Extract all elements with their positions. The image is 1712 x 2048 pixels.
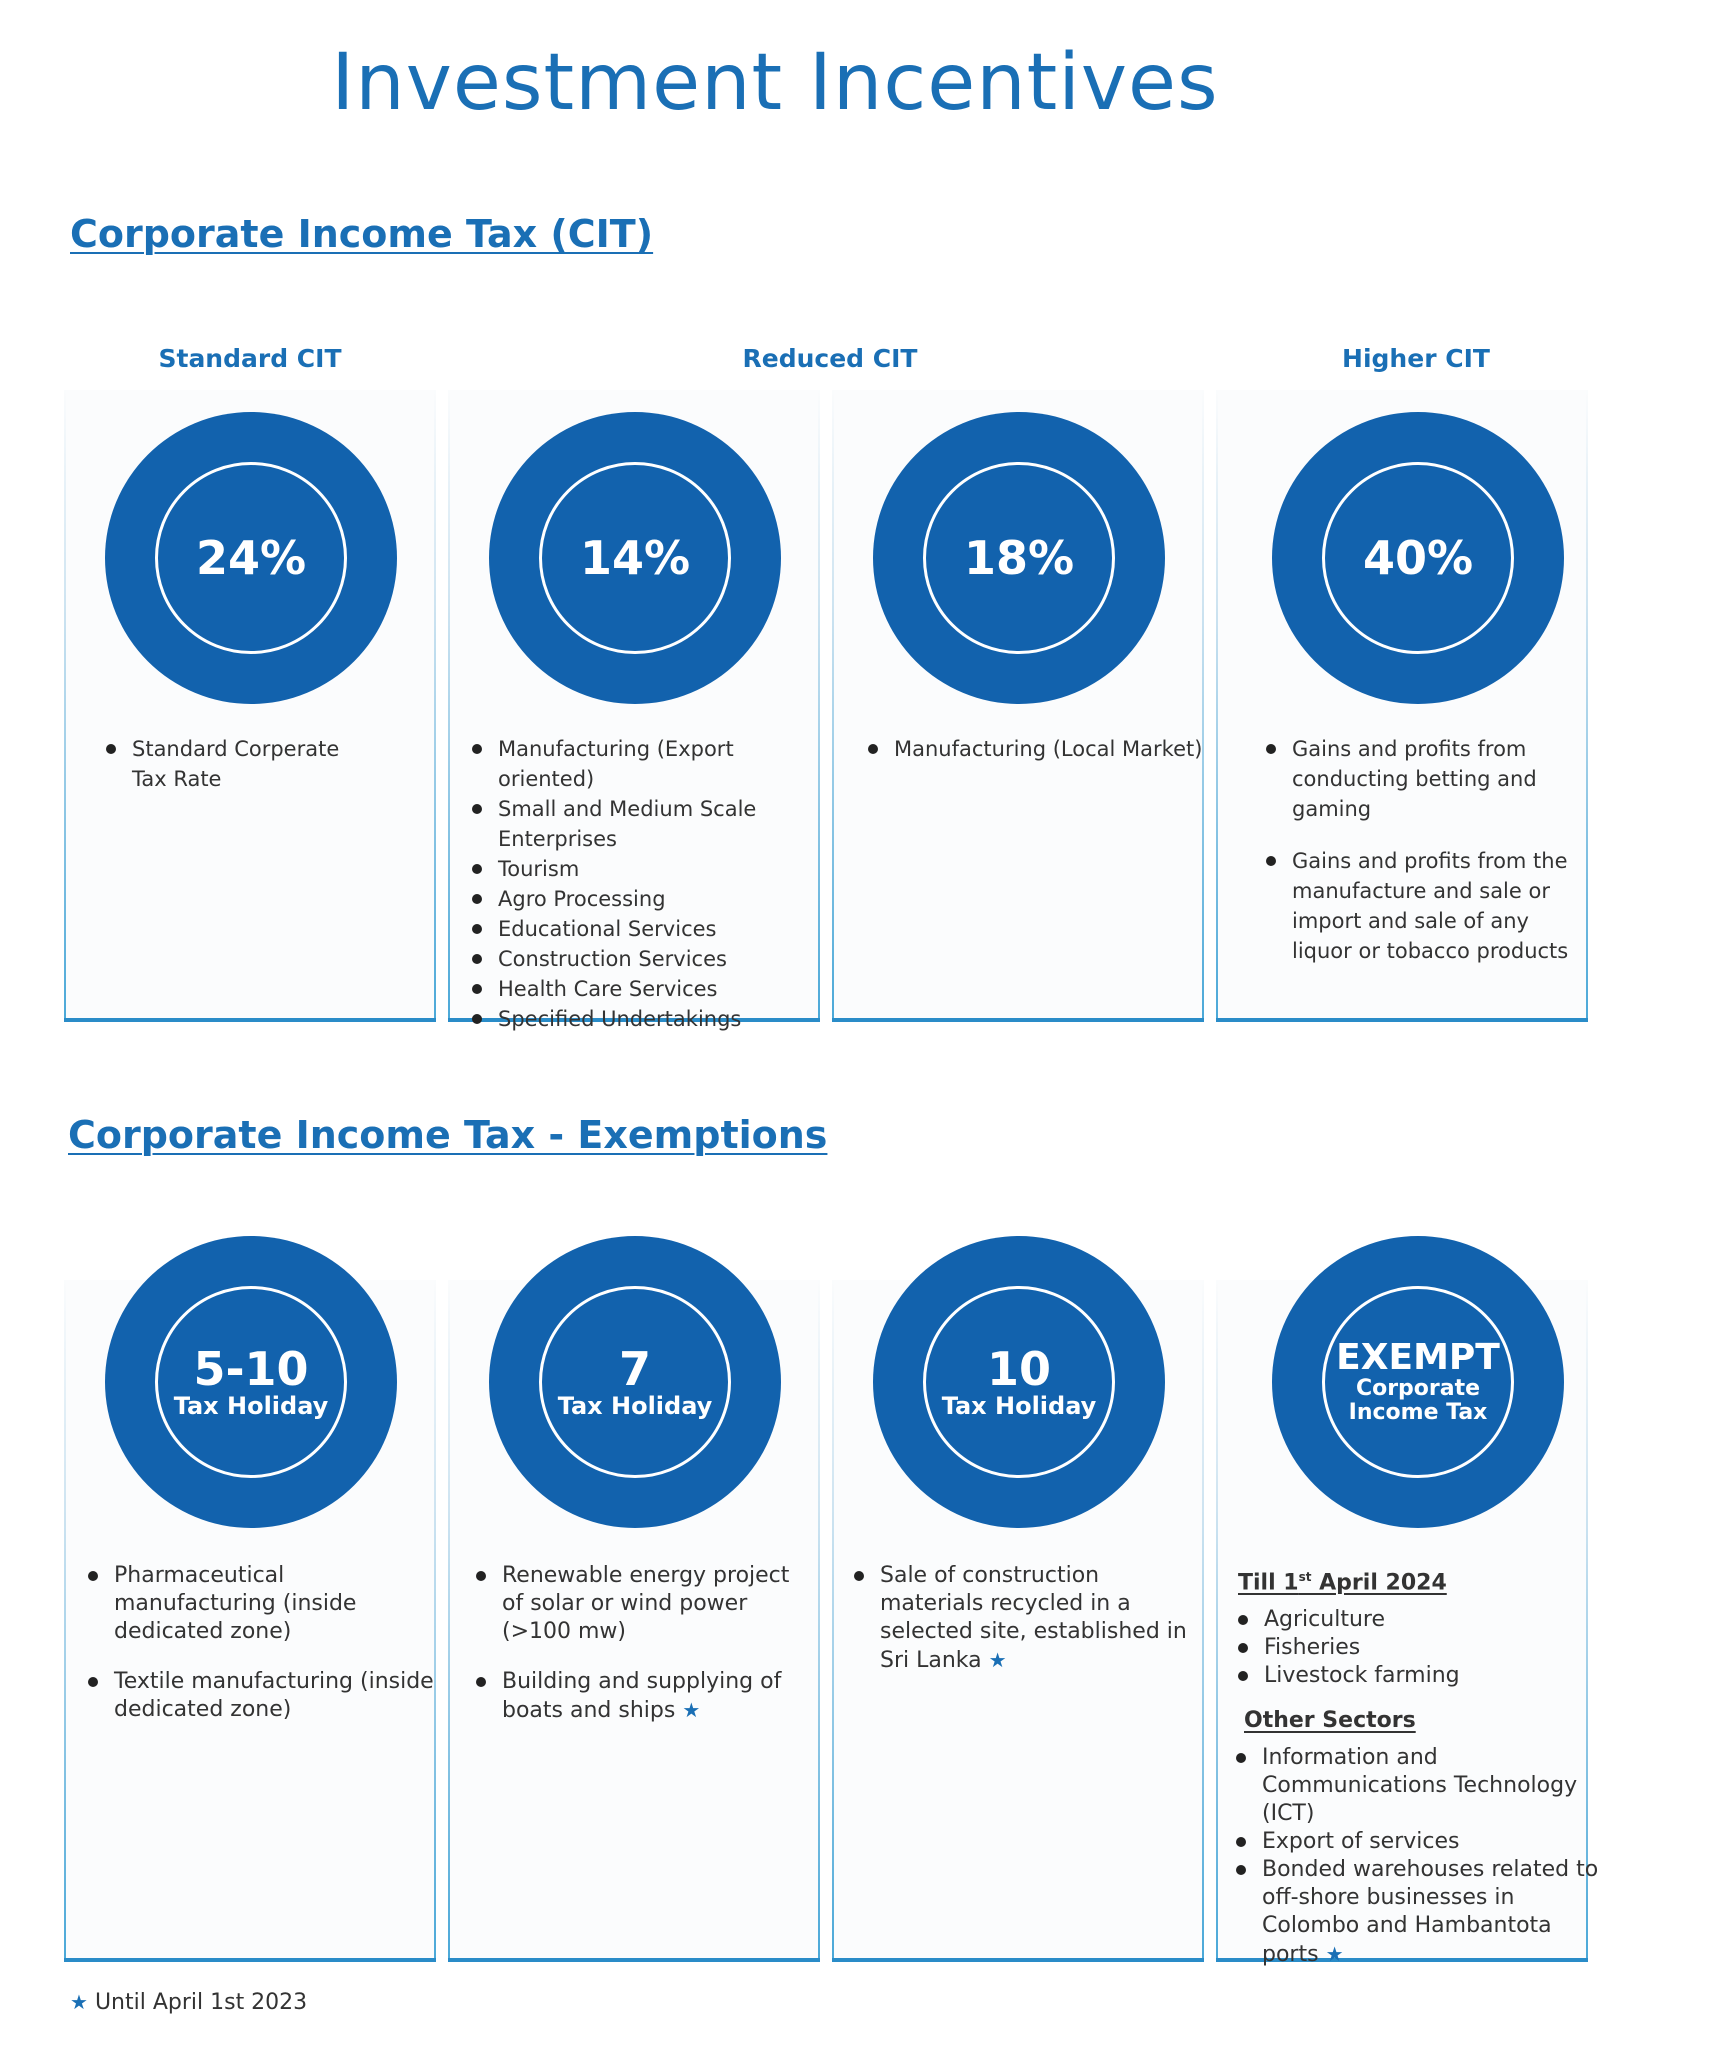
reduced-cit-label: Reduced CIT [742, 344, 918, 373]
till-april-list: Agriculture Fisheries Livestock farming [1236, 1606, 1606, 1690]
holiday-label: Tax Holiday [173, 1391, 329, 1420]
rate-value: 14% [579, 530, 691, 585]
list-item: Manufacturing (Export oriented) [470, 734, 810, 794]
list-item: Construction Services [470, 944, 810, 974]
list-item: Manufacturing (Local Market) [866, 734, 1206, 764]
list-item: Small and Medium Scale Enterprises [470, 794, 810, 854]
holiday-label: Tax Holiday [557, 1391, 713, 1420]
till-april-heading: Till 1st April 2024 [1238, 1570, 1447, 1595]
card-divider [64, 1958, 436, 1962]
rate-value: 24% [195, 530, 307, 585]
list-item: Renewable energy project of solar or win… [474, 1562, 814, 1646]
exempt-label: Corporate Income Tax [1348, 1375, 1488, 1425]
list-item-text: Bonded warehouses related to off-shore b… [1262, 1857, 1599, 1967]
list-item: Information and Communications Technolog… [1234, 1744, 1614, 1828]
list-item: Agriculture [1236, 1606, 1606, 1634]
higher-cit-label: Higher CIT [1342, 344, 1490, 373]
exempt-circle: EXEMPT Corporate Income Tax [1272, 1236, 1564, 1528]
card-divider [832, 1018, 1204, 1022]
standard-cit-list: Standard Corperate Tax Rate [104, 734, 344, 794]
till-heading-rest: April 2024 [1311, 1570, 1447, 1596]
till-heading-main: Till 1 [1238, 1570, 1299, 1596]
list-item-text: Building and supplying of boats and ship… [502, 1669, 782, 1723]
star-icon: ★ [682, 1698, 701, 1722]
standard-cit-label: Standard CIT [158, 344, 342, 373]
star-icon: ★ [988, 1648, 1007, 1672]
list-item: Tourism [470, 854, 810, 884]
holiday-circle-5-10: 5-10 Tax Holiday [105, 1236, 397, 1528]
holiday-value: 5-10 [193, 1341, 309, 1396]
list-item: Sale of construction materials recycled … [852, 1562, 1192, 1675]
list-item: Gains and profits from conducting bettin… [1264, 734, 1594, 824]
list-item-text: Renewable energy project of solar or win… [502, 1563, 790, 1644]
page-title: Investment Incentives [331, 38, 1219, 128]
list-item: Export of services [1234, 1828, 1614, 1856]
rate-value: 40% [1362, 530, 1474, 585]
reduced-14-list: Manufacturing (Export oriented) Small an… [470, 734, 810, 1034]
other-sectors-heading: Other Sectors [1244, 1708, 1416, 1733]
list-item: Educational Services [470, 914, 810, 944]
rate-value: 18% [963, 530, 1075, 585]
footnote: ★ Until April 1st 2023 [70, 1990, 307, 2015]
card-divider [1216, 1018, 1588, 1022]
list-item: Bonded warehouses related to off-shore b… [1234, 1856, 1614, 1969]
higher-cit-list: Gains and profits from conducting bettin… [1264, 734, 1594, 988]
list-item: Textile manufacturing (inside dedicated … [86, 1668, 436, 1724]
list-item: Agro Processing [470, 884, 810, 914]
holiday-value: 10 [986, 1341, 1051, 1396]
rate-circle-standard: 24% [105, 412, 397, 704]
renewable-list: Renewable energy project of solar or win… [474, 1562, 814, 1747]
list-item: Livestock farming [1236, 1662, 1606, 1690]
holiday-circle-10: 10 Tax Holiday [873, 1236, 1165, 1528]
holiday-circle-7: 7 Tax Holiday [489, 1236, 781, 1528]
star-icon: ★ [70, 1990, 88, 2014]
exempt-value: EXEMPT [1336, 1336, 1500, 1378]
card-divider [832, 1958, 1204, 1962]
card-divider [64, 1018, 436, 1022]
reduced-18-list: Manufacturing (Local Market) [866, 734, 1206, 764]
list-item: Fisheries [1236, 1634, 1606, 1662]
other-sectors-list: Information and Communications Technolog… [1234, 1744, 1614, 1969]
exemptions-section-heading: Corporate Income Tax - Exemptions [68, 1113, 828, 1157]
rate-circle-reduced-14: 14% [489, 412, 781, 704]
rate-circle-higher: 40% [1272, 412, 1564, 704]
till-heading-sup: st [1298, 1570, 1312, 1584]
card-divider [448, 1018, 820, 1022]
list-item: Specified Undertakings [470, 1004, 810, 1034]
construction-list: Sale of construction materials recycled … [852, 1562, 1192, 1675]
list-item: Standard Corperate Tax Rate [104, 734, 344, 794]
list-item: Health Care Services [470, 974, 810, 1004]
card-divider [448, 1958, 820, 1962]
list-item: Building and supplying of boats and ship… [474, 1668, 814, 1725]
list-item-text: Sale of construction materials recycled … [880, 1563, 1187, 1673]
holiday-label: Tax Holiday [941, 1391, 1097, 1420]
footnote-text: Until April 1st 2023 [94, 1990, 308, 2015]
star-icon: ★ [1325, 1942, 1344, 1966]
rate-circle-reduced-18: 18% [873, 412, 1165, 704]
list-item: Gains and profits from the manufacture a… [1264, 846, 1594, 966]
pharma-list: Pharmaceutical manufacturing (inside ded… [86, 1562, 436, 1746]
list-item: Pharmaceutical manufacturing (inside ded… [86, 1562, 436, 1646]
holiday-value: 7 [618, 1341, 651, 1396]
card-divider [1216, 1958, 1588, 1962]
cit-section-heading: Corporate Income Tax (CIT) [70, 212, 654, 256]
